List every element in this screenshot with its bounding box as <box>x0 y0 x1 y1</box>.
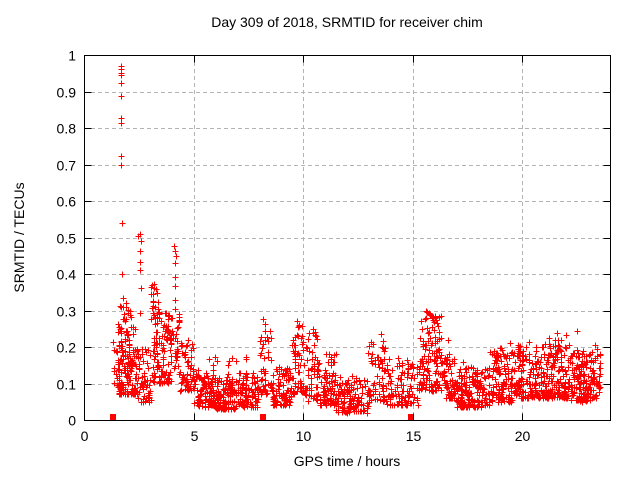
svg-text:0.4: 0.4 <box>57 267 77 283</box>
svg-text:0.2: 0.2 <box>57 340 77 356</box>
svg-text:5: 5 <box>191 428 199 444</box>
scatter-points <box>110 63 604 417</box>
svg-text:10: 10 <box>296 428 312 444</box>
svg-text:0.9: 0.9 <box>57 85 77 101</box>
svg-text:0.5: 0.5 <box>57 231 77 247</box>
y-tick-labels: 0 0.1 0.2 0.3 0.4 0.5 0.6 0.7 0.8 0.9 1 <box>57 48 77 429</box>
svg-text:20: 20 <box>515 428 531 444</box>
svg-text:0: 0 <box>81 428 89 444</box>
svg-text:15: 15 <box>406 428 422 444</box>
x-tick-labels: 0 5 10 15 20 <box>81 428 531 444</box>
x-axis-title: GPS time / hours <box>294 453 401 469</box>
svg-text:0.1: 0.1 <box>57 377 77 393</box>
svg-text:0.3: 0.3 <box>57 304 77 320</box>
axis-ticks <box>84 55 611 421</box>
svg-text:1: 1 <box>68 48 76 64</box>
svg-text:0.6: 0.6 <box>57 194 77 210</box>
svg-text:0.8: 0.8 <box>57 121 77 137</box>
svg-text:0.7: 0.7 <box>57 158 77 174</box>
svg-text:0: 0 <box>68 413 76 429</box>
zero-point-markers <box>110 414 414 420</box>
plot-frame <box>84 55 611 421</box>
plot-title: Day 309 of 2018, SRMTID for receiver chi… <box>211 14 483 30</box>
y-axis-title: SRMTID / TECUs <box>11 182 27 292</box>
